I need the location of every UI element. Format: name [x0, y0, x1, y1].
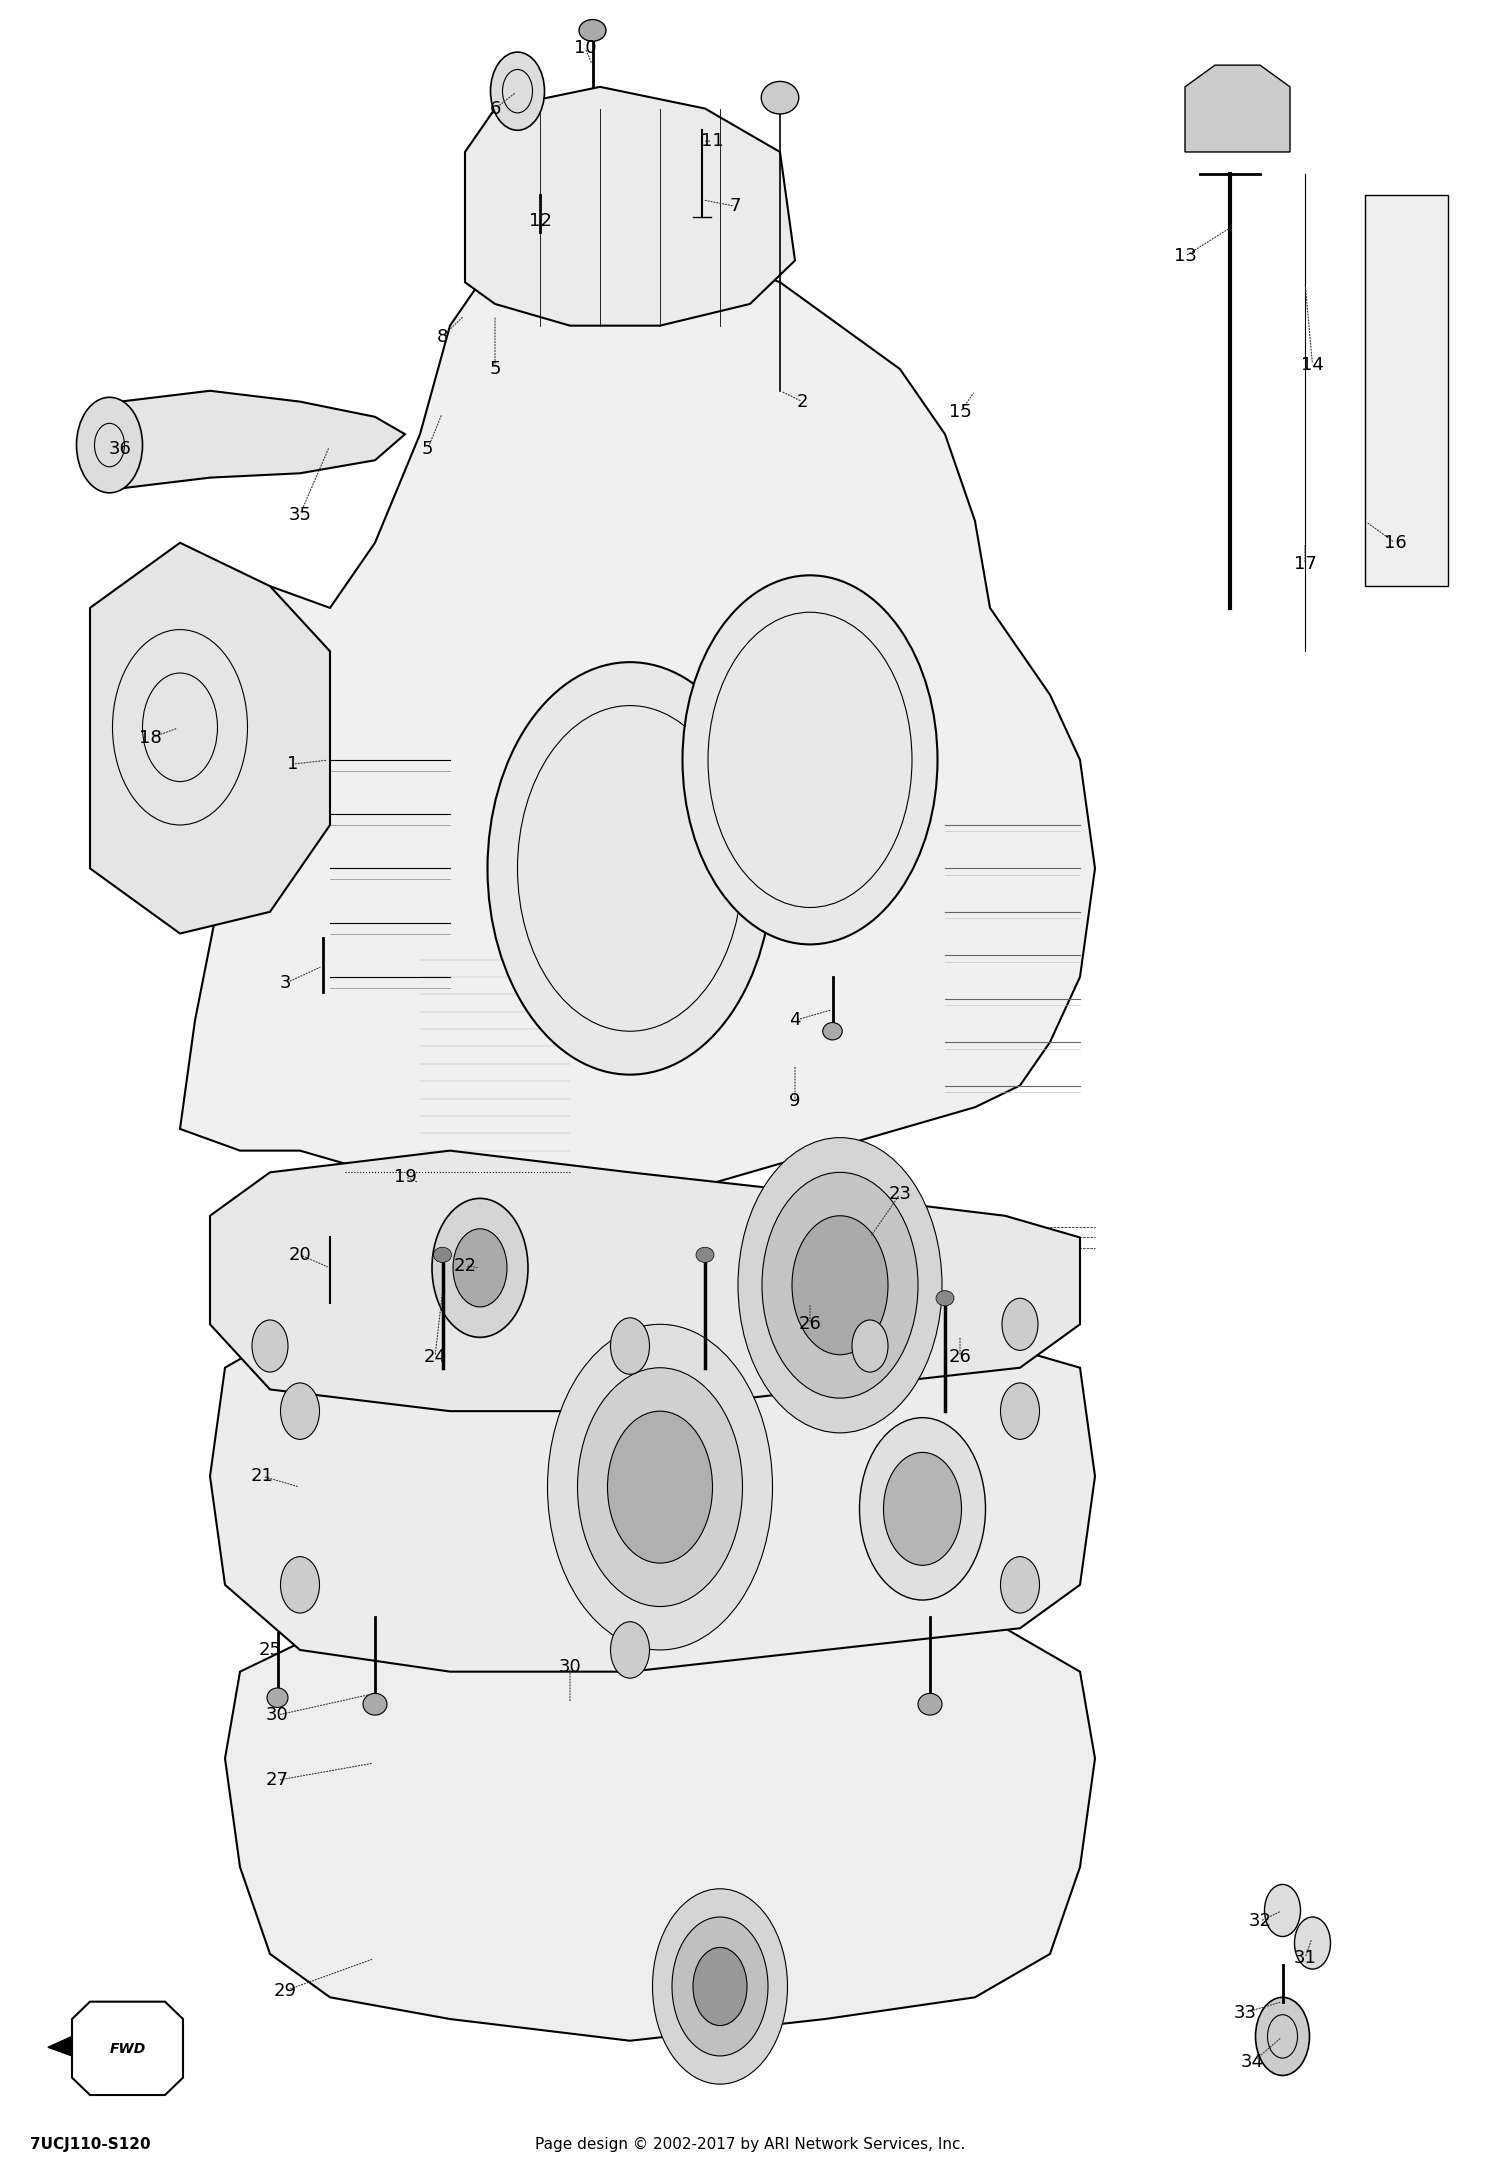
- Text: 23: 23: [888, 1185, 912, 1203]
- Circle shape: [280, 1383, 320, 1439]
- Text: 15: 15: [948, 404, 972, 421]
- Text: 7: 7: [729, 198, 741, 215]
- Text: 4: 4: [789, 1012, 801, 1029]
- Text: 10: 10: [573, 39, 597, 56]
- Circle shape: [608, 1411, 712, 1563]
- Text: 7UCJ110-S120: 7UCJ110-S120: [30, 2138, 150, 2151]
- Text: ARI: ARI: [591, 1003, 909, 1168]
- Text: Page design © 2002-2017 by ARI Network Services, Inc.: Page design © 2002-2017 by ARI Network S…: [536, 2138, 964, 2151]
- Circle shape: [610, 1318, 650, 1374]
- Text: 17: 17: [1293, 556, 1317, 573]
- Text: 33: 33: [1233, 2004, 1257, 2021]
- Text: 5: 5: [489, 360, 501, 378]
- Text: 20: 20: [288, 1246, 312, 1264]
- Text: 32: 32: [1248, 1913, 1272, 1930]
- Circle shape: [1000, 1557, 1039, 1613]
- Circle shape: [682, 575, 938, 944]
- Polygon shape: [225, 1607, 1095, 2041]
- Ellipse shape: [696, 1246, 714, 1261]
- Bar: [1365, 195, 1448, 586]
- Text: 3: 3: [279, 975, 291, 992]
- Text: 18: 18: [138, 729, 162, 747]
- Circle shape: [252, 1320, 288, 1372]
- Text: 14: 14: [1300, 356, 1324, 373]
- Circle shape: [578, 1368, 742, 1607]
- Text: 35: 35: [288, 506, 312, 523]
- Circle shape: [610, 1622, 650, 1678]
- Text: 5: 5: [422, 441, 434, 458]
- Text: 34: 34: [1240, 2054, 1264, 2071]
- Circle shape: [792, 1216, 888, 1355]
- Text: 1: 1: [286, 756, 298, 773]
- Polygon shape: [72, 2002, 183, 2095]
- Circle shape: [884, 1452, 962, 1565]
- Text: 36: 36: [108, 441, 132, 458]
- Circle shape: [693, 1947, 747, 2026]
- Ellipse shape: [579, 20, 606, 41]
- Polygon shape: [90, 391, 405, 488]
- Circle shape: [548, 1324, 772, 1650]
- Circle shape: [76, 397, 142, 493]
- Text: 6: 6: [489, 100, 501, 117]
- Polygon shape: [180, 195, 1095, 1216]
- Circle shape: [1264, 1884, 1300, 1937]
- Circle shape: [1256, 1997, 1310, 2075]
- Text: 27: 27: [266, 1772, 290, 1789]
- Circle shape: [1002, 1298, 1038, 1350]
- Polygon shape: [1185, 65, 1290, 152]
- Circle shape: [488, 662, 772, 1075]
- Text: 16: 16: [1383, 534, 1407, 551]
- Circle shape: [1294, 1917, 1330, 1969]
- Polygon shape: [48, 2036, 72, 2056]
- Text: FWD: FWD: [110, 2043, 146, 2056]
- Text: 11: 11: [700, 132, 724, 150]
- Text: 8: 8: [436, 328, 448, 345]
- Polygon shape: [465, 87, 795, 326]
- Circle shape: [672, 1917, 768, 2056]
- Text: 26: 26: [948, 1348, 972, 1366]
- Circle shape: [762, 1172, 918, 1398]
- Text: 22: 22: [453, 1257, 477, 1274]
- Text: 31: 31: [1293, 1950, 1317, 1967]
- Circle shape: [432, 1198, 528, 1337]
- Circle shape: [490, 52, 544, 130]
- Text: 29: 29: [273, 1982, 297, 1999]
- Circle shape: [859, 1418, 986, 1600]
- Text: 21: 21: [251, 1468, 274, 1485]
- Circle shape: [652, 1889, 788, 2084]
- Text: 12: 12: [528, 213, 552, 230]
- Circle shape: [1000, 1383, 1039, 1439]
- Ellipse shape: [760, 82, 798, 113]
- Ellipse shape: [267, 1689, 288, 1706]
- Text: 13: 13: [1173, 247, 1197, 265]
- Ellipse shape: [363, 1693, 387, 1715]
- Polygon shape: [210, 1303, 1095, 1672]
- Circle shape: [852, 1320, 888, 1372]
- Ellipse shape: [918, 1693, 942, 1715]
- Text: 30: 30: [266, 1706, 290, 1724]
- Ellipse shape: [433, 1246, 451, 1261]
- Circle shape: [280, 1557, 320, 1613]
- Circle shape: [738, 1138, 942, 1433]
- Ellipse shape: [824, 1023, 843, 1040]
- Polygon shape: [90, 543, 330, 934]
- Text: 24: 24: [423, 1348, 447, 1366]
- Text: 19: 19: [393, 1168, 417, 1185]
- Ellipse shape: [936, 1290, 954, 1305]
- Text: 25: 25: [258, 1641, 282, 1659]
- Text: 26: 26: [798, 1316, 822, 1333]
- Circle shape: [453, 1229, 507, 1307]
- Text: 9: 9: [789, 1092, 801, 1109]
- Text: 2: 2: [796, 393, 808, 410]
- Polygon shape: [210, 1151, 1080, 1411]
- Text: 30: 30: [558, 1659, 582, 1676]
